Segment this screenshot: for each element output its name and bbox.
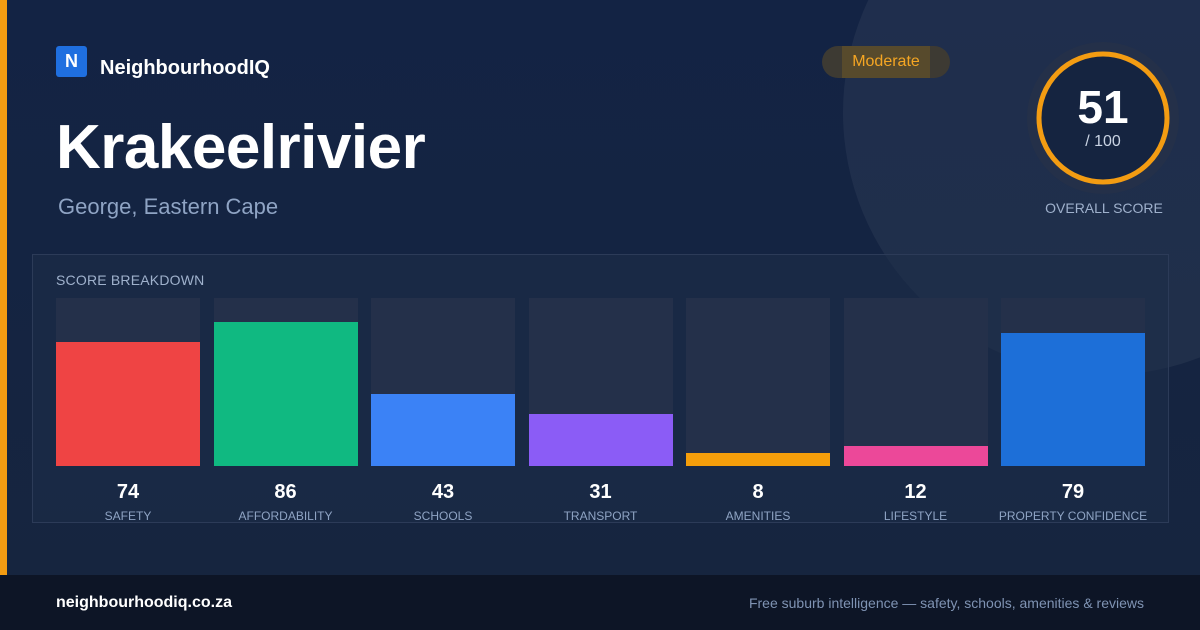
- bar-label: TRANSPORT: [563, 509, 638, 523]
- bar-value: 43: [431, 481, 455, 503]
- bar-label: AFFORDABILITY: [238, 509, 333, 523]
- brand-logo-icon: N: [56, 46, 87, 77]
- footer: neighbourhoodiq.co.za Free suburb intell…: [0, 575, 1200, 630]
- bar-label: PROPERTY CONFIDENCE: [998, 509, 1148, 523]
- bar-value: 74: [116, 481, 140, 503]
- suburb-location: George, Eastern Cape: [58, 194, 279, 219]
- bar-fill: [843, 446, 988, 466]
- overall-score-ring: 51 / 100: [1027, 42, 1179, 194]
- bar-label: AMENITIES: [725, 509, 791, 523]
- bar-fill: [371, 394, 515, 466]
- bar-fill: [213, 322, 358, 466]
- bar-label: LIFESTYLE: [883, 509, 948, 523]
- bar-track: [528, 298, 673, 466]
- bar-track: [213, 298, 358, 466]
- overall-score-max: / 100: [1085, 133, 1121, 150]
- bar-label: SAFETY: [104, 509, 152, 523]
- overall-score-caption: OVERALL SCORE: [1045, 200, 1163, 216]
- bar-track: [56, 298, 200, 466]
- bar-track: [371, 298, 515, 466]
- accent-bar: [0, 0, 7, 575]
- bar-value: 86: [274, 481, 297, 503]
- rating-badge-highlight: [842, 46, 930, 78]
- bar-value: 31: [589, 481, 612, 503]
- bar-track: [1001, 298, 1145, 466]
- rating-badge-label: Moderate: [852, 53, 920, 70]
- footer-tagline: Free suburb intelligence — safety, schoo…: [748, 595, 1144, 611]
- overall-score-value: 51: [1077, 81, 1129, 133]
- footer-url: neighbourhoodiq.co.za: [56, 594, 232, 611]
- score-ring-graphic: [1027, 42, 1179, 194]
- score-breakdown-title: SCORE BREAKDOWN: [56, 272, 205, 288]
- bar-value: 79: [1061, 481, 1085, 503]
- bar-fill: [56, 342, 200, 466]
- brand-name: NeighbourhoodIQ: [100, 57, 270, 79]
- bar-label: SCHOOLS: [413, 509, 473, 523]
- score-ring-arc: [1036, 51, 1170, 185]
- bar-value: 8: [752, 481, 764, 503]
- bar-fill: [1001, 333, 1145, 466]
- bar-track: [843, 298, 988, 466]
- suburb-title: Krakeelrivier: [56, 113, 426, 182]
- bar-fill: [686, 453, 830, 466]
- rating-badge: Moderate: [822, 46, 950, 78]
- bar-value: 12: [904, 481, 927, 503]
- bar-track: [686, 298, 830, 466]
- bar-fill: [528, 414, 673, 466]
